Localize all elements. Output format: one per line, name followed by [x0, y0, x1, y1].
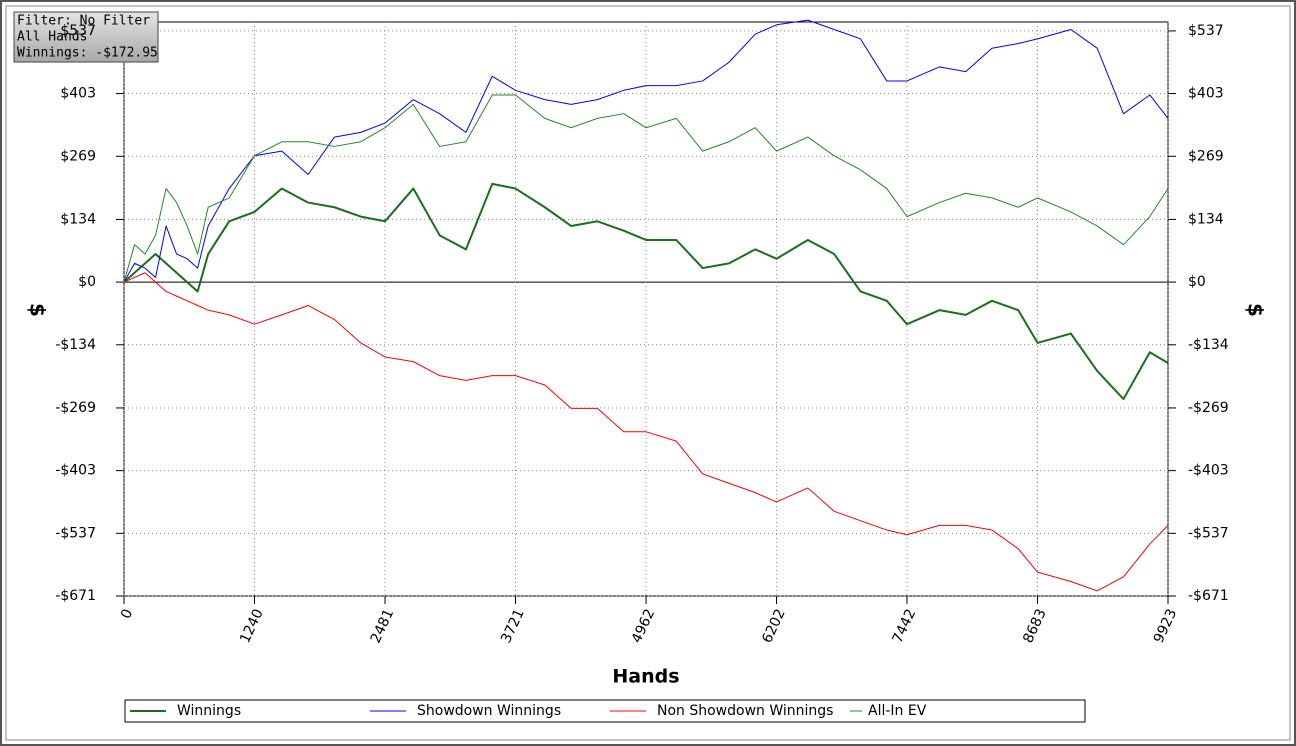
- y2-tick-label: $403: [1188, 86, 1224, 102]
- y-tick-label: -$269: [55, 400, 96, 416]
- lines: [123, 19, 1169, 592]
- y-axis-title: $: [26, 303, 50, 317]
- x-axis-title: Hands: [612, 666, 679, 688]
- y-tick-label: $134: [60, 211, 96, 227]
- info-winnings: Winnings: -$172.95: [17, 46, 158, 61]
- info-hands: All Hands: [17, 30, 87, 45]
- plot-area: [123, 21, 1169, 597]
- y-tick-label: -$671: [55, 588, 96, 604]
- y2-tick-label: -$671: [1188, 588, 1229, 604]
- legend: [124, 699, 1086, 723]
- y-tick-label: $269: [60, 148, 96, 164]
- info-box: [13, 11, 159, 63]
- series-line: [123, 19, 1169, 283]
- legend-label: Winnings: [177, 703, 241, 719]
- y2-tick-label: $0: [1188, 274, 1206, 290]
- y-tick-label: $0: [78, 274, 96, 290]
- y-tick-label: -$403: [55, 463, 96, 479]
- legend-label: Showdown Winnings: [417, 703, 561, 719]
- y2-tick-label: -$269: [1188, 400, 1229, 416]
- y2-tick-label: -$134: [1188, 337, 1229, 353]
- series-line: [123, 94, 1169, 283]
- y-tick-label: $403: [60, 86, 96, 102]
- y-tick-label: -$537: [55, 525, 96, 541]
- series-line: [123, 272, 1169, 592]
- y2-tick-label: -$537: [1188, 525, 1229, 541]
- y2-tick-label: -$403: [1188, 463, 1229, 479]
- y2-tick-label: $537: [1188, 23, 1224, 39]
- info-filter: Filter: No Filter: [17, 14, 150, 29]
- y-tick-label: -$134: [55, 337, 96, 353]
- legend-label: Non Showdown Winnings: [657, 703, 833, 719]
- grid: [116, 22, 1176, 604]
- y-tick-label: $537: [60, 23, 96, 39]
- legend-label: All-In EV: [868, 703, 927, 719]
- series-line: [123, 182, 1169, 401]
- y2-tick-label: $134: [1188, 211, 1224, 227]
- y2-axis-title: $: [1244, 303, 1268, 317]
- y2-tick-label: $269: [1188, 148, 1224, 164]
- inner-frame: [5, 5, 1291, 741]
